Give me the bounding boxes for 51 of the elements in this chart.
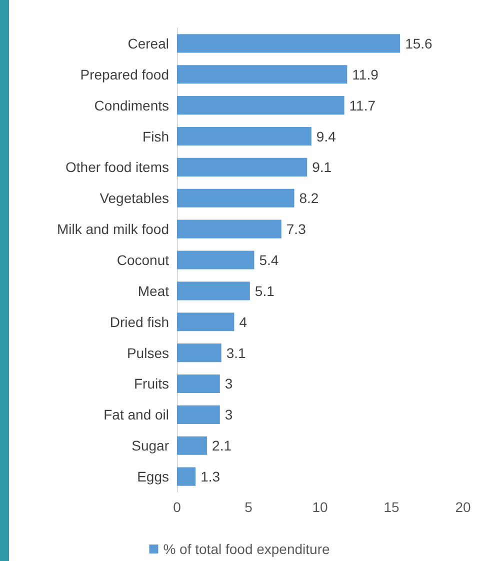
data-label: 2.1 [212, 438, 232, 454]
bar [177, 405, 220, 424]
legend-label: % of total food expenditure [163, 541, 330, 557]
bar [177, 188, 294, 208]
data-label: 3 [224, 406, 233, 423]
y-tick-label: Milk and milk food [56, 221, 169, 238]
bar [177, 282, 250, 300]
bar [177, 96, 344, 115]
y-tick-label: Dried fish [110, 314, 169, 330]
data-label: 3 [224, 376, 233, 392]
data-label: 1.3 [200, 468, 220, 485]
y-tick-label: Fat and oil [104, 406, 169, 423]
bar [177, 436, 208, 455]
data-label: 8.2 [299, 190, 319, 206]
bar [177, 126, 312, 146]
x-tick-label: 5 [244, 499, 253, 515]
y-tick-label: Sugar [132, 438, 170, 454]
bar [177, 374, 220, 394]
data-label: 5.4 [259, 252, 279, 268]
x-tick-label: 10 [312, 499, 328, 515]
bar [177, 65, 348, 84]
y-tick-label: Condiments [94, 97, 169, 114]
data-label: 9.1 [312, 159, 332, 176]
y-tick-label: Eggs [137, 468, 169, 485]
y-tick-label: Vegetables [100, 190, 169, 206]
bar [177, 312, 234, 332]
data-label: 5.1 [254, 282, 275, 299]
y-tick-label: Other food items [66, 159, 169, 176]
data-label: 11.9 [352, 66, 379, 82]
data-label: 9.4 [316, 128, 336, 144]
y-tick-label: Fruits [134, 376, 169, 392]
bar [177, 250, 254, 270]
bar [177, 467, 196, 486]
data-label: 4 [239, 314, 248, 330]
bar [177, 34, 400, 53]
y-tick-label: Coconut [116, 252, 170, 268]
y-tick-label: Cereal [128, 35, 169, 52]
bar [177, 344, 222, 362]
data-label: 15.6 [405, 35, 433, 52]
y-tick-label: Prepared food [80, 66, 169, 82]
y-tick-label: Pulses [126, 344, 169, 361]
data-label: 7.3 [286, 221, 306, 238]
data-label: 11.7 [349, 97, 376, 114]
x-tick-label: 15 [384, 499, 400, 515]
x-tick-label: 0 [173, 499, 182, 515]
x-tick-label: 20 [455, 499, 471, 515]
y-tick-label: Fish [142, 128, 169, 144]
bar [177, 220, 282, 238]
bar [177, 158, 308, 176]
y-tick-label: Meat [138, 282, 170, 299]
data-label: 3.1 [226, 344, 246, 361]
